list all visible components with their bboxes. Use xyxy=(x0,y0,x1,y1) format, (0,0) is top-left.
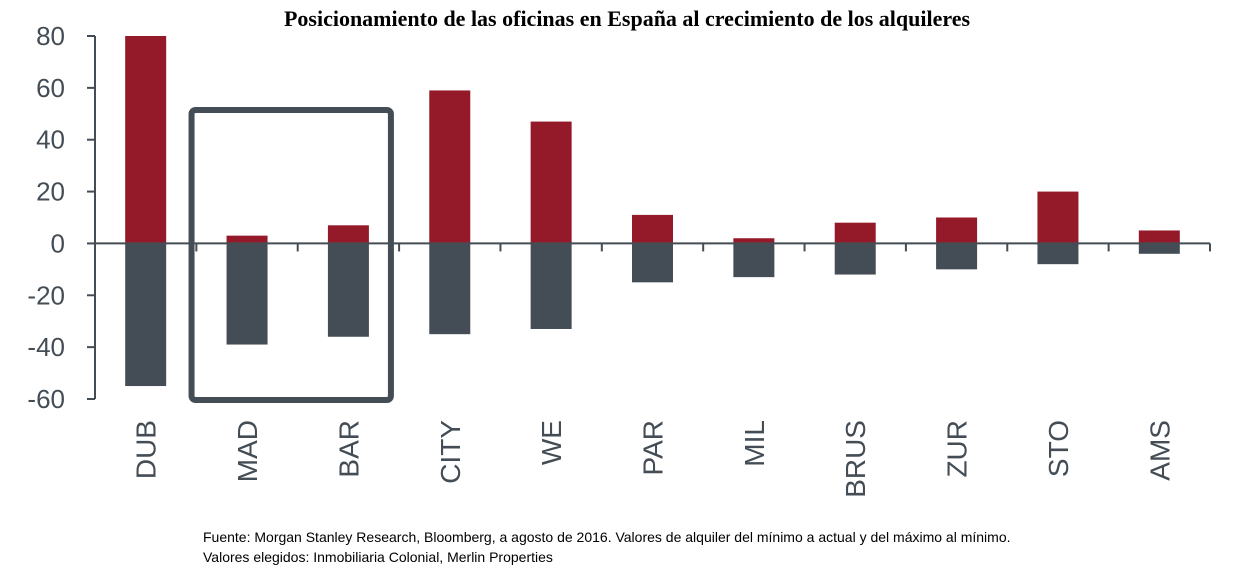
y-tick-label: -60 xyxy=(27,384,65,414)
x-tick-label-sto: STO xyxy=(1043,420,1074,477)
bar-positive-zur xyxy=(936,217,978,244)
bar-negative-dub xyxy=(125,243,167,387)
x-tick-label-city: CITY xyxy=(435,420,466,484)
x-tick-label-mil: MIL xyxy=(739,420,770,467)
bar-positive-we xyxy=(530,121,572,244)
y-tick-label: 0 xyxy=(51,228,65,258)
x-tick-label-dub: DUB xyxy=(131,420,162,479)
bar-chart: 80 60 40 20 0 -20 -40 -60 DUB MAD BAR CITY WE PAR MIL… xyxy=(27,21,1211,498)
x-axis-labels: DUB MAD BAR CITY WE PAR MIL BRUS ZUR STO AMS xyxy=(131,420,1176,498)
selection-note: Valores elegidos: Inmobiliaria Colonial,… xyxy=(203,549,553,565)
negative-bars xyxy=(125,243,1180,387)
highlight-box-rect xyxy=(188,107,394,403)
x-axis xyxy=(94,242,1211,252)
bar-negative-city xyxy=(429,243,471,335)
positive-bars xyxy=(125,36,1180,244)
bar-positive-mil xyxy=(733,238,775,244)
x-tick-label-brus: BRUS xyxy=(840,420,871,498)
y-tick-label: 20 xyxy=(36,177,65,207)
bar-negative-we xyxy=(530,243,572,329)
bar-negative-par xyxy=(632,243,673,283)
bar-negative-bar xyxy=(327,243,369,337)
bar-positive-par xyxy=(632,214,673,244)
x-tick-label-we: WE xyxy=(536,420,567,465)
bar-positive-ams xyxy=(1138,230,1180,244)
x-tick-label-zur: ZUR xyxy=(942,420,973,478)
bar-positive-dub xyxy=(125,36,167,244)
bar-negative-brus xyxy=(834,243,876,275)
bar-positive-city xyxy=(429,90,471,244)
x-tick-label-mad: MAD xyxy=(232,420,263,482)
bar-positive-sto xyxy=(1037,191,1079,244)
y-axis: 80 60 40 20 0 -20 -40 -60 xyxy=(27,21,96,414)
y-tick-label: -40 xyxy=(27,332,65,362)
y-tick-label: 40 xyxy=(36,125,65,155)
bar-negative-ams xyxy=(1138,243,1180,254)
bar-negative-zur xyxy=(936,243,978,270)
bar-positive-bar xyxy=(327,225,369,244)
chart-title: Posicionamiento de las oficinas en Españ… xyxy=(283,6,971,31)
highlight-box xyxy=(188,107,394,403)
y-tick-label: 60 xyxy=(36,73,65,103)
x-tick-label-par: PAR xyxy=(638,420,669,476)
y-tick-label: -20 xyxy=(27,280,65,310)
bar-positive-mad xyxy=(226,235,268,244)
y-tick-label: 80 xyxy=(36,21,65,51)
bar-positive-brus xyxy=(834,222,876,244)
source-note: Fuente: Morgan Stanley Research, Bloombe… xyxy=(203,529,1011,545)
bar-negative-mad xyxy=(226,243,268,345)
bar-negative-mil xyxy=(733,243,775,278)
bar-negative-sto xyxy=(1037,243,1079,265)
x-tick-label-bar: BAR xyxy=(333,420,364,478)
x-tick-label-ams: AMS xyxy=(1144,420,1175,481)
